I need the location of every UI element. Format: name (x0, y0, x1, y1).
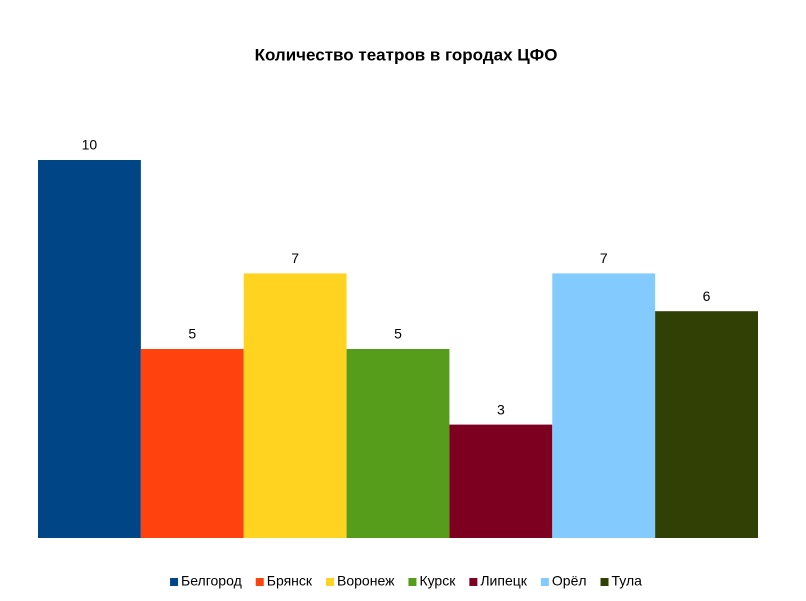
value-label: 10 (82, 137, 98, 153)
value-label: 5 (394, 326, 402, 342)
legend-swatch (540, 578, 549, 586)
bar (449, 424, 553, 538)
chart-title: Количество театров в городах ЦФО (255, 45, 558, 64)
bar (140, 349, 244, 538)
value-label: 3 (497, 401, 505, 417)
value-label: 5 (188, 326, 196, 342)
legend-swatch (469, 578, 478, 586)
legend-swatch (408, 578, 417, 586)
legend-swatch (170, 578, 179, 586)
bar (38, 160, 141, 538)
legend-swatch (255, 578, 264, 586)
legend-label: Брянск (267, 573, 313, 589)
legend-label: Воронеж (337, 573, 395, 589)
legend-label: Липецк (480, 573, 527, 589)
legend-label: Тула (612, 573, 643, 589)
bar (655, 311, 758, 538)
value-label: 6 (703, 288, 711, 304)
legend-label: Белгород (181, 573, 242, 589)
legend-label: Орёл (552, 573, 587, 589)
legend-label: Курск (419, 573, 456, 589)
legend-swatch (326, 578, 335, 586)
value-label: 7 (291, 250, 299, 266)
bar (346, 349, 450, 538)
bar (243, 273, 347, 538)
value-label: 7 (600, 250, 608, 266)
bar (552, 273, 656, 538)
legend-swatch (600, 578, 609, 586)
